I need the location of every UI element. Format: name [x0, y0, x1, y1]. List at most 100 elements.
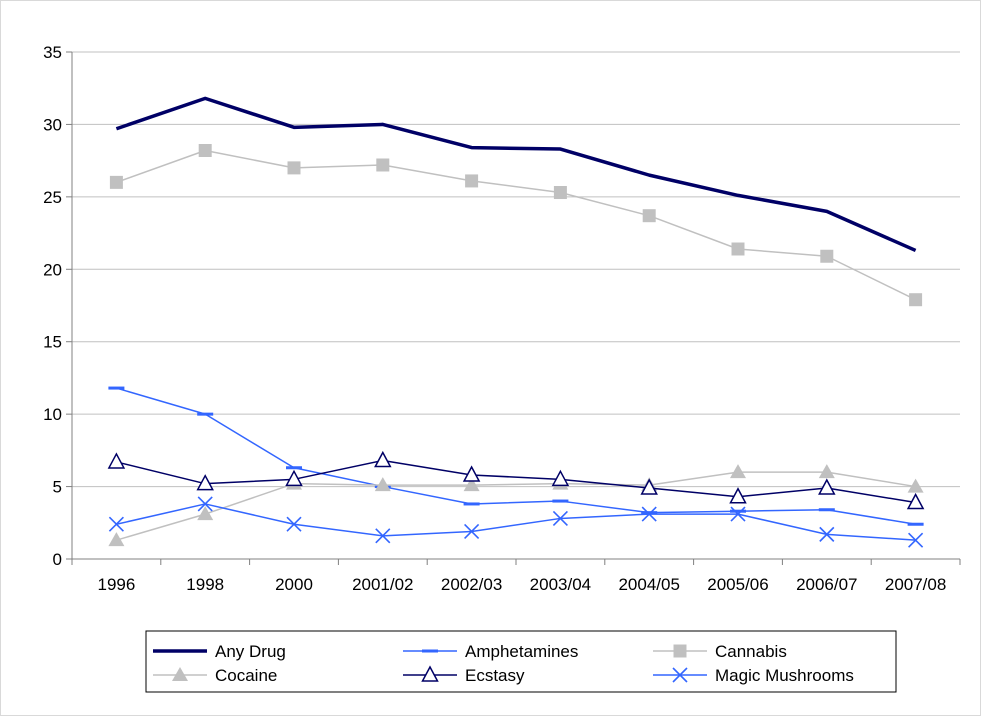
data-point-marker — [819, 526, 835, 542]
data-point-marker — [551, 469, 570, 487]
legend-box — [145, 630, 897, 693]
legend-label: Ecstasy — [465, 666, 525, 685]
data-point-marker — [197, 496, 213, 512]
data-point-marker — [906, 492, 925, 510]
data-point-marker — [818, 464, 835, 479]
marker-stroke — [819, 526, 835, 542]
data-point-marker — [641, 511, 658, 515]
marker-stroke — [672, 667, 688, 683]
data-point-marker — [172, 667, 188, 681]
data-point-marker — [462, 465, 481, 482]
data-point-marker — [730, 506, 746, 522]
data-point-marker — [731, 242, 745, 256]
y-tick-label: 15 — [43, 333, 62, 352]
data-point-marker — [463, 477, 480, 492]
y-tick-label: 5 — [53, 478, 62, 497]
y-tick-label: 20 — [43, 260, 62, 279]
data-point-marker — [820, 249, 834, 263]
data-point-marker — [376, 158, 390, 172]
series-line — [115, 96, 917, 253]
data-point-marker — [464, 523, 480, 540]
data-point-marker — [552, 510, 568, 527]
data-point-marker — [672, 667, 688, 683]
legend-item: Amphetamines — [403, 642, 578, 661]
marker-stroke — [286, 516, 302, 532]
y-tick-label: 35 — [43, 43, 62, 62]
legend-label: Any Drug — [215, 642, 286, 661]
data-point-marker — [642, 209, 656, 223]
legend-item: Cannabis — [653, 642, 787, 661]
data-point-marker — [422, 649, 438, 653]
data-point-marker — [109, 175, 123, 189]
legend-item: Cocaine — [153, 666, 277, 685]
y-tick-label: 10 — [43, 405, 62, 424]
legend-label: Magic Mushrooms — [715, 666, 854, 685]
data-point-marker — [107, 452, 126, 469]
data-point-marker — [673, 644, 687, 658]
data-point-marker — [108, 532, 125, 547]
data-point-marker — [108, 516, 124, 532]
marker-stroke — [464, 523, 480, 540]
x-tick-label: 2002/03 — [441, 575, 502, 594]
data-point-marker — [909, 293, 923, 307]
series-line — [116, 149, 916, 301]
data-point-marker — [907, 522, 924, 526]
series-lines — [107, 96, 925, 548]
x-tick-label: 2005/06 — [707, 575, 768, 594]
data-point-marker — [375, 528, 391, 544]
data-point-marker — [286, 466, 302, 470]
data-point-marker — [730, 509, 746, 513]
data-point-marker — [197, 506, 214, 521]
marker-stroke — [197, 496, 213, 512]
series-line — [116, 387, 916, 525]
y-tick-label: 0 — [53, 550, 62, 569]
data-point-marker — [421, 665, 439, 682]
series-line — [116, 503, 916, 541]
marker-stroke — [730, 506, 746, 522]
series-any-drug — [115, 96, 917, 253]
legend-item: Magic Mushrooms — [653, 666, 854, 685]
y-tick-label: 25 — [43, 188, 62, 207]
legend: Any Drug Amphetamines Cannabis Cocaine Ecsta… — [145, 630, 897, 693]
data-point-marker — [465, 174, 479, 188]
data-point-marker — [463, 502, 480, 506]
legend-label: Cannabis — [715, 642, 787, 661]
series-cocaine — [108, 464, 924, 547]
data-point-marker — [641, 506, 657, 522]
marker-stroke — [552, 510, 568, 527]
series-ecstasy — [107, 450, 925, 510]
x-tick-label: 1998 — [186, 575, 224, 594]
x-tick-label: 1996 — [97, 575, 135, 594]
data-point-marker — [818, 478, 836, 495]
data-point-marker — [907, 478, 924, 493]
data-point-marker — [287, 161, 301, 175]
data-point-marker — [552, 499, 569, 503]
x-tick-labels: 1996 1998 2000 2001/02 2002/03 2003/04 2004/05… — [97, 575, 946, 594]
data-point-marker — [374, 450, 392, 468]
x-tick-label: 2004/05 — [618, 575, 679, 594]
data-point-marker — [818, 508, 835, 512]
series-line — [116, 459, 916, 504]
data-point-marker — [553, 186, 567, 200]
legend-item: Ecstasy — [403, 665, 525, 685]
series-cannabis — [109, 144, 923, 307]
data-point-marker — [374, 477, 391, 492]
data-point-marker — [198, 144, 212, 158]
y-tick-labels: 0 5 10 15 20 25 30 35 — [43, 43, 62, 569]
marker-stroke — [641, 506, 657, 522]
x-tick-label: 2007/08 — [885, 575, 946, 594]
series-magic-mushrooms — [108, 496, 924, 548]
marker-stroke — [108, 516, 124, 532]
axes — [66, 51, 961, 565]
x-tick-label: 2003/04 — [530, 575, 591, 594]
x-tick-label: 2001/02 — [352, 575, 413, 594]
marker-stroke — [908, 532, 924, 548]
gridlines — [72, 51, 960, 488]
data-point-marker — [730, 464, 746, 479]
x-tick-label: 2006/07 — [796, 575, 857, 594]
marker-stroke — [375, 528, 391, 544]
data-point-marker — [908, 532, 924, 548]
y-tick-label: 30 — [43, 115, 62, 134]
